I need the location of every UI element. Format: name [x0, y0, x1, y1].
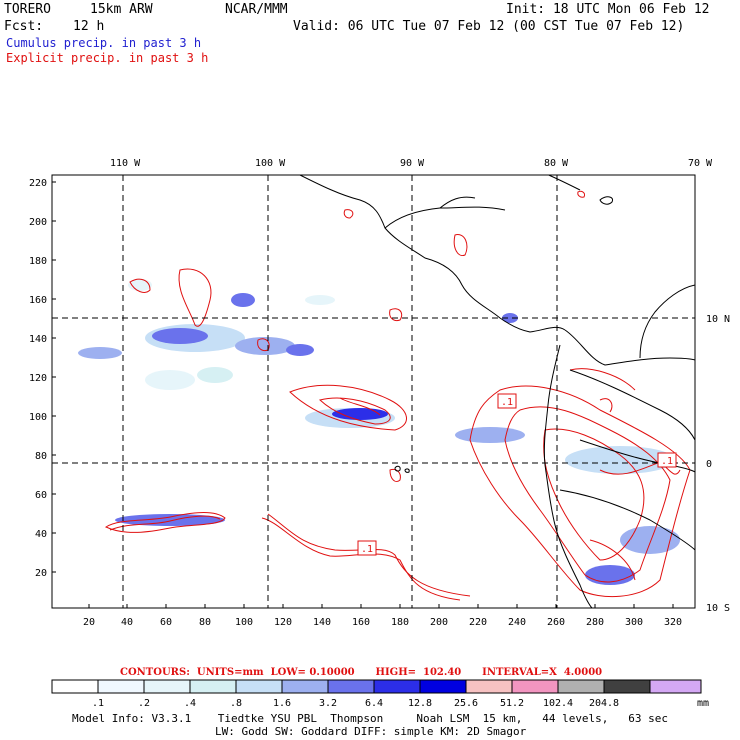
model-resolution: 15km ARW — [90, 2, 153, 17]
y-tick: 160 — [29, 295, 47, 306]
legend-value: .4 — [184, 698, 196, 709]
legend-swatch — [281, 679, 329, 694]
valid-time: Valid: 06 UTC Tue 07 Feb 12 (00 CST Tue … — [293, 19, 685, 34]
lon-label: 80 W — [544, 158, 569, 169]
y-tick: 20 — [35, 568, 47, 579]
x-tick: 200 — [430, 617, 448, 628]
contour-info: CONTOURS: UNITS=mm LOW= 0.10000 HIGH= 10… — [120, 667, 603, 678]
model-info-2: LW: Godd SW: Goddard DIFF: simple KM: 2D… — [215, 725, 527, 738]
lat-label: 10 S — [706, 603, 730, 614]
legend-unit: mm — [697, 698, 709, 709]
fcst-label: Fcst: — [4, 19, 44, 34]
x-tick: 220 — [469, 617, 487, 628]
x-tick: 260 — [547, 617, 565, 628]
x-tick: 60 — [160, 617, 172, 628]
legend-value: 3.2 — [319, 698, 337, 709]
legend-value: 12.8 — [408, 698, 432, 709]
lon-label: 110 W — [110, 158, 141, 169]
x-tick: 120 — [274, 617, 292, 628]
legend-value: 51.2 — [500, 698, 524, 709]
legend-swatch — [419, 679, 467, 694]
legend-swatch — [327, 679, 375, 694]
x-tick: 20 — [83, 617, 95, 628]
organization: NCAR/MMM — [225, 2, 288, 17]
init-time: Init: 18 UTC Mon 06 Feb 12 — [506, 2, 710, 17]
legend-swatch — [649, 679, 702, 694]
fcst-value: 12 h — [73, 19, 105, 34]
y-tick: 140 — [29, 334, 47, 345]
legend-value: 102.4 — [543, 698, 573, 709]
y-tick: 40 — [35, 529, 47, 540]
x-tick: 100 — [235, 617, 253, 628]
x-tick: 140 — [313, 617, 331, 628]
legend-swatch — [373, 679, 421, 694]
x-tick: 80 — [199, 617, 211, 628]
map-frame — [51, 174, 696, 609]
y-tick: 80 — [35, 451, 47, 462]
model-name: TORERO — [4, 2, 51, 17]
lon-label: 70 W — [688, 158, 713, 169]
y-tick: 60 — [35, 490, 47, 501]
color-legend — [51, 679, 702, 694]
y-tick: 220 — [29, 178, 47, 189]
y-tick: 100 — [29, 412, 47, 423]
y-tick: 120 — [29, 373, 47, 384]
x-tick: 300 — [625, 617, 643, 628]
legend-value: 25.6 — [454, 698, 478, 709]
legend-swatch — [97, 679, 145, 694]
y-tick: 200 — [29, 217, 47, 228]
legend-swatch — [603, 679, 651, 694]
left-axis: 220 200 180 160 140 120 100 80 60 40 20 — [29, 178, 56, 579]
model-info-1: Model Info: V3.3.1 Tiedtke YSU PBL Thomp… — [72, 712, 669, 725]
top-lon-labels: 110 W 100 W 90 W 80 W 70 W — [110, 158, 713, 169]
graticule — [52, 175, 695, 608]
legend-swatch — [51, 679, 99, 694]
legend-labels: .1 .2 .4 .8 1.6 3.2 6.4 12.8 25.6 51.2 1… — [92, 698, 709, 709]
contour-label-b: .1 — [361, 544, 373, 555]
legend-swatch — [235, 679, 283, 694]
lat-label: 0 — [706, 459, 712, 470]
right-lat-labels: 10 N 0 10 S — [706, 314, 730, 614]
legend-swatch — [511, 679, 559, 694]
cumulus-line: Cumulus precip. in past 3 h — [6, 36, 202, 50]
lon-label: 90 W — [400, 158, 425, 169]
x-tick: 240 — [508, 617, 526, 628]
legend-value: 6.4 — [365, 698, 383, 709]
bottom-axis: 20 40 60 80 100 120 140 160 180 200 220 … — [83, 604, 682, 628]
coastlines — [299, 175, 695, 608]
legend-swatch — [189, 679, 237, 694]
legend-value: .2 — [138, 698, 150, 709]
legend-swatch — [557, 679, 605, 694]
x-tick: 320 — [664, 617, 682, 628]
lat-label: 10 N — [706, 314, 730, 325]
y-tick: 180 — [29, 256, 47, 267]
legend-value: 1.6 — [273, 698, 291, 709]
explicit-line: Explicit precip. in past 3 h — [6, 51, 209, 65]
x-tick: 40 — [121, 617, 133, 628]
legend-swatch — [143, 679, 191, 694]
x-tick: 280 — [586, 617, 604, 628]
legend-swatch — [465, 679, 513, 694]
contour-labels: .1 .1 .1 — [357, 393, 677, 556]
contour-label-a: .1 — [501, 397, 513, 408]
legend-value: 204.8 — [589, 698, 619, 709]
x-tick: 160 — [352, 617, 370, 628]
lon-label: 100 W — [255, 158, 286, 169]
contour-label-c: .1 — [661, 456, 673, 467]
legend-value: .8 — [230, 698, 242, 709]
x-tick: 180 — [391, 617, 409, 628]
legend-value: .1 — [92, 698, 104, 709]
